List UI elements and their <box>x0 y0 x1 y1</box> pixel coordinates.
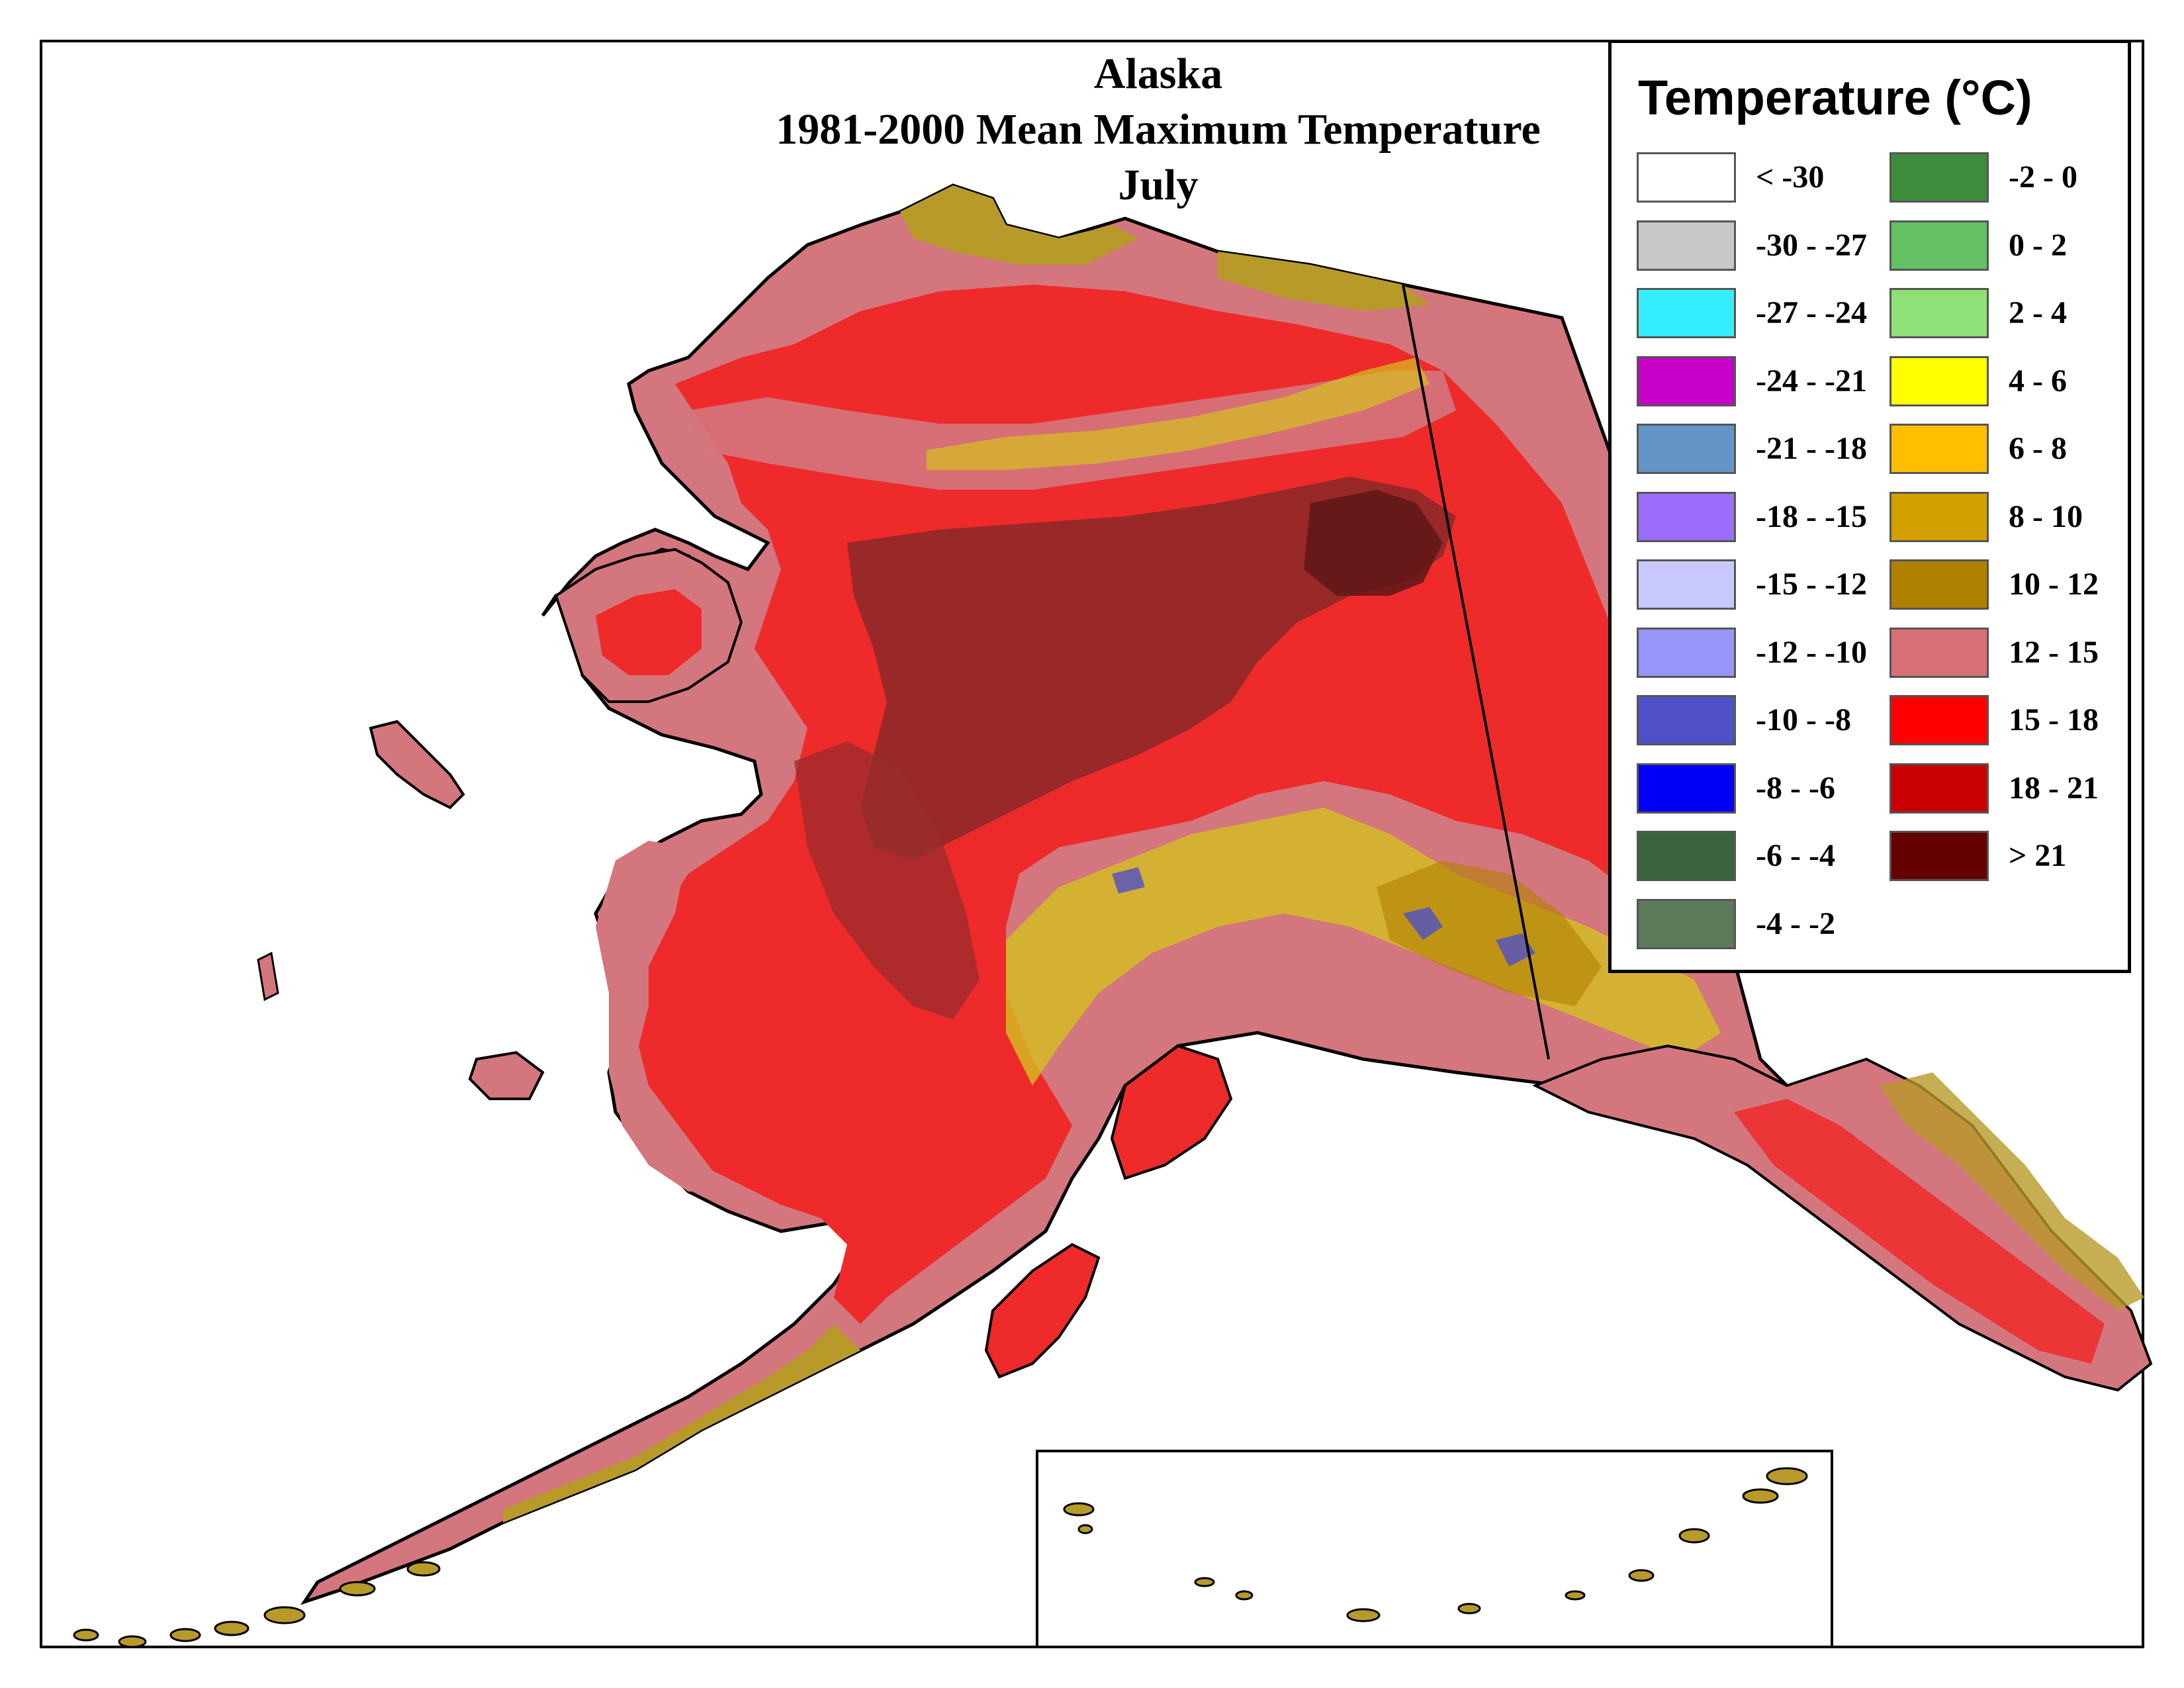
southeast-brown-mainland <box>1880 1072 2144 1311</box>
legend-label: < -30 <box>1756 160 1825 195</box>
legend-swatch <box>1889 220 1989 271</box>
legend-label: 12 - 15 <box>2009 634 2099 670</box>
title-line-1: Alaska <box>1093 50 1223 98</box>
legend-swatch <box>1889 763 1989 814</box>
legend-label: -6 - -4 <box>1756 838 1835 873</box>
legend-swatch <box>1889 152 1989 203</box>
legend-swatch <box>1889 831 1989 881</box>
title-line-3: July <box>1118 161 1199 209</box>
legend-label: 18 - 21 <box>2009 770 2099 806</box>
legend-label: 0 - 2 <box>2009 227 2067 263</box>
seward-red-core <box>596 589 702 675</box>
legend-swatch <box>1637 491 1736 542</box>
legend-label: 6 - 8 <box>2009 431 2067 466</box>
legend-swatch <box>1637 831 1736 881</box>
southwest-pink-coast <box>596 841 728 1192</box>
temperature-legend: Temperature (°C) < -30 -30 - -27 -27 - -24… <box>1608 40 2131 973</box>
legend-label: -8 - -6 <box>1756 770 1835 806</box>
legend-swatch <box>1889 424 1989 474</box>
small-island-1 <box>257 951 279 1002</box>
legend-swatch <box>1889 355 1989 406</box>
legend-label: 15 - 18 <box>2009 702 2099 737</box>
legend-label: -10 - -8 <box>1756 702 1851 737</box>
wrangell-brown <box>1377 861 1602 1006</box>
north-coast-brown-east <box>1218 252 1430 311</box>
kenai-peninsula <box>1110 1044 1233 1180</box>
legend-swatch <box>1889 695 1989 745</box>
legend-label: -12 - -10 <box>1756 634 1867 670</box>
dark-red-region-southwest <box>794 741 979 1019</box>
legend-swatch <box>1889 559 1989 610</box>
legend-label: -18 - -15 <box>1756 498 1867 534</box>
legend-swatch <box>1637 152 1736 203</box>
legend-label: -30 - -27 <box>1756 227 1867 263</box>
legend-swatch <box>1637 695 1736 745</box>
brooks-range-yellow <box>927 357 1430 470</box>
legend-label: -15 - -12 <box>1756 567 1867 602</box>
legend-swatch <box>1889 288 1989 338</box>
legend-swatch <box>1637 424 1736 474</box>
pink-band-north <box>688 371 1456 490</box>
legend-label: -27 - -24 <box>1756 295 1867 330</box>
legend-label: > 21 <box>2009 838 2067 873</box>
legend-label: -21 - -18 <box>1756 431 1867 466</box>
inset-map-box <box>1036 1450 1833 1648</box>
legend-swatch <box>1637 627 1736 678</box>
legend-swatch <box>1637 288 1736 338</box>
kodiak-island <box>984 1243 1101 1379</box>
aleutian-islands <box>73 1561 441 1648</box>
legend-swatch <box>1637 898 1736 949</box>
canada-border <box>1402 284 1550 1060</box>
southeast-red-islands <box>1734 1099 2105 1364</box>
legend-swatch <box>1637 355 1736 406</box>
title-line-2: 1981-2000 Mean Maximum Temperature <box>776 105 1541 154</box>
legend-label: 4 - 6 <box>2009 363 2067 399</box>
legend-label: 2 - 4 <box>2009 295 2067 330</box>
dark-red-region-east <box>1304 490 1443 596</box>
legend-swatch <box>1637 220 1736 271</box>
legend-swatch <box>1889 491 1989 542</box>
legend-label: 10 - 12 <box>2009 567 2099 602</box>
st-lawrence-island <box>369 720 465 810</box>
map-title: Alaska 1981-2000 Mean Maximum Temperatur… <box>662 46 1655 213</box>
legend-label: -2 - 0 <box>2009 160 2077 195</box>
north-coast-brown <box>900 185 1138 265</box>
legend-swatch <box>1637 559 1736 610</box>
legend-swatch <box>1889 627 1989 678</box>
alaska-range-yellow <box>1006 808 1721 1086</box>
legend-label: 8 - 10 <box>2009 498 2083 534</box>
legend-label: -24 - -21 <box>1756 363 1867 399</box>
legend-label: -4 - -2 <box>1756 906 1835 941</box>
legend-title: Temperature (°C) <box>1638 70 2032 125</box>
legend-swatch <box>1637 763 1736 814</box>
alaska-peninsula-brown <box>503 1324 860 1523</box>
dark-red-region-central <box>847 477 1456 861</box>
inset-aleutian-islands <box>1063 1467 1808 1622</box>
nunivak-island <box>468 1051 545 1100</box>
